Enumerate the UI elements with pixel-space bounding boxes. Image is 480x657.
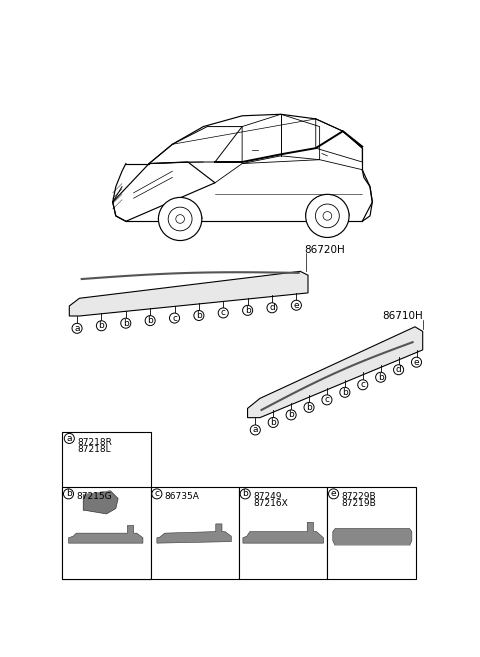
Text: e: e [331,489,336,499]
Circle shape [96,321,107,330]
Circle shape [169,313,180,323]
Text: b: b [242,489,248,499]
Circle shape [291,300,301,310]
FancyBboxPatch shape [239,487,327,579]
Text: 87218L: 87218L [77,445,111,455]
Circle shape [267,303,277,313]
Polygon shape [69,526,143,543]
Polygon shape [157,524,231,543]
FancyBboxPatch shape [327,487,416,579]
Circle shape [72,323,82,333]
Circle shape [328,489,338,499]
Circle shape [358,380,368,390]
Circle shape [240,489,250,499]
Polygon shape [69,271,308,316]
FancyBboxPatch shape [62,487,151,579]
Circle shape [250,425,260,435]
Text: a: a [252,426,258,434]
Text: 86735A: 86735A [165,491,200,501]
Circle shape [322,395,332,405]
Polygon shape [243,522,324,543]
Text: d: d [396,365,401,374]
Text: c: c [324,396,329,404]
Circle shape [323,212,332,220]
Circle shape [306,194,349,237]
Text: 87219B: 87219B [341,499,376,509]
Circle shape [63,489,73,499]
Circle shape [158,197,202,240]
Text: b: b [196,311,202,320]
Text: c: c [360,380,365,390]
Polygon shape [83,491,118,514]
Text: c: c [155,489,159,499]
Circle shape [304,402,314,413]
Circle shape [145,315,155,326]
Text: b: b [123,319,129,328]
Text: b: b [306,403,312,412]
Circle shape [242,306,252,315]
FancyBboxPatch shape [151,487,239,579]
Circle shape [286,410,296,420]
Circle shape [268,417,278,428]
Text: b: b [342,388,348,397]
Circle shape [194,311,204,321]
FancyBboxPatch shape [62,432,152,579]
Text: b: b [270,418,276,427]
Text: 87229B: 87229B [341,491,376,501]
Text: b: b [98,321,104,330]
Text: 86720H: 86720H [304,245,345,255]
Text: 87215G: 87215G [76,491,112,501]
Circle shape [394,365,404,374]
Text: b: b [245,306,251,315]
Polygon shape [333,528,412,545]
Text: 86710H: 86710H [382,311,423,321]
Text: b: b [378,373,384,382]
Text: c: c [172,313,177,323]
Text: 87249: 87249 [253,491,281,501]
Text: 87218R: 87218R [77,438,112,447]
Polygon shape [248,327,423,418]
Circle shape [340,388,350,397]
Text: b: b [66,489,72,499]
Text: a: a [67,434,72,443]
Text: d: d [269,304,275,312]
Text: b: b [147,316,153,325]
Circle shape [64,434,74,443]
Circle shape [176,215,184,223]
Circle shape [218,308,228,318]
Text: 87216X: 87216X [253,499,288,509]
Circle shape [315,204,339,228]
Circle shape [411,357,421,367]
Circle shape [376,373,386,382]
Text: e: e [414,357,420,367]
Circle shape [152,489,162,499]
Circle shape [121,318,131,328]
Text: c: c [221,308,226,317]
Text: b: b [288,411,294,419]
Text: e: e [294,301,299,309]
Circle shape [168,207,192,231]
Text: a: a [74,324,80,333]
